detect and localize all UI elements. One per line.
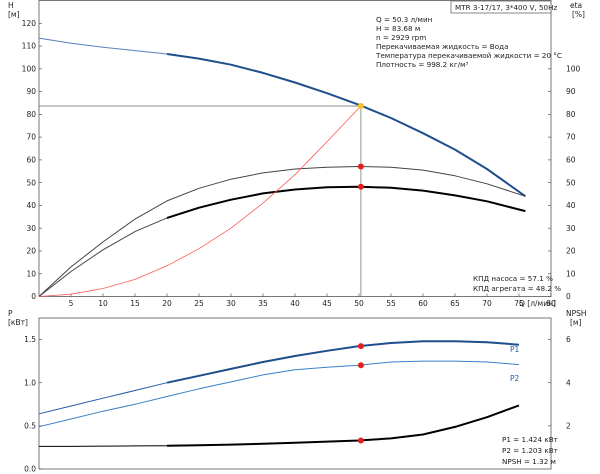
y-tick-label: 0	[31, 292, 36, 301]
x-tick-label: 50	[354, 299, 364, 308]
chart-title: MTR 3-17/17, 3*400 V, 50Hz	[455, 3, 558, 12]
top-plot: 0 10 20 30 40 50 60 70 80 90 100 110 120 0 10 20 30 40 50 6…	[22, 19, 581, 308]
y-axis-unit-P: [кВт]	[8, 318, 28, 327]
y2-tick-label: 6	[566, 335, 571, 344]
x-tick-label: 40	[290, 299, 300, 308]
x-tick-label: 5	[69, 299, 74, 308]
info-line: P2 = 1.203 кВт	[502, 446, 558, 455]
info-block-power: P1 = 1.424 кВт P2 = 1.203 кВт NPSH = 1.3…	[502, 435, 558, 466]
y-tick-label: 100	[22, 64, 37, 73]
y2-tick-label: 30	[566, 224, 576, 233]
series-NPSH	[166, 404, 520, 447]
x-tick-label: 20	[162, 299, 172, 308]
x-tick-label: 80	[546, 299, 556, 308]
series-NPSH_thin	[39, 445, 168, 447]
info-line: n = 2929 rpm	[376, 33, 426, 42]
y-tick-label: 1.5	[24, 335, 36, 344]
legend-label-P2: P2	[510, 374, 520, 383]
info-line: NPSH = 1.32 м	[502, 457, 556, 466]
data-point	[357, 183, 364, 190]
info-line: Перекачиваемая жидкость = Вода	[376, 42, 509, 51]
data-point	[357, 343, 364, 350]
y2-tick-label: 4	[566, 378, 571, 387]
y2-tick-label: 2	[566, 421, 571, 430]
data-point	[357, 362, 364, 369]
y-tick-label: 1.0	[24, 378, 36, 387]
series-eta_unit	[166, 185, 526, 219]
y2-axis-name-eta: eta	[570, 1, 582, 10]
y2-tick-label: 0	[566, 292, 571, 301]
info-line: H = 83.68 м	[376, 24, 420, 33]
y2-tick-label: 90	[566, 87, 576, 96]
info-line: Плотность = 998.2 кг/м³	[376, 60, 468, 69]
y-tick-label: 110	[22, 42, 37, 51]
x-tick-label: 30	[226, 299, 236, 308]
x-tick-label: 25	[194, 299, 204, 308]
title-box	[450, 0, 552, 14]
y2-tick-label: 20	[566, 247, 576, 256]
bottom-plot-frame	[38, 317, 552, 470]
y2-tick-label: 50	[566, 178, 576, 187]
y-tick-label: 60	[26, 155, 36, 164]
y2-tick-label: 70	[566, 133, 576, 142]
series-eta_unit_thin	[38, 217, 168, 297]
series-H	[166, 53, 526, 198]
info-line: Температура перекачиваемой жидкости = 20…	[375, 51, 562, 60]
y2-tick-label: 60	[566, 155, 576, 164]
x-tick-label: 45	[322, 299, 332, 308]
info-block-efficiency: КПД насоса = 57.1 % КПД агрегата = 48.2 …	[473, 274, 561, 293]
y2-axis-unit-eta: [%]	[572, 10, 585, 19]
x-tick-label: 15	[130, 299, 140, 308]
series-H_thin	[38, 37, 168, 55]
y-axis-name-P: P	[8, 309, 13, 318]
series-P2	[38, 360, 520, 428]
series-system	[38, 105, 362, 297]
data-point	[357, 163, 364, 170]
x-tick-label: 10	[98, 299, 108, 308]
y-tick-label: 10	[26, 269, 36, 278]
x-tick-label: 60	[418, 299, 428, 308]
y-tick-label: 50	[26, 178, 36, 187]
info-line: КПД агрегата = 48.2 %	[473, 284, 561, 293]
info-line: P1 = 1.424 кВт	[502, 435, 558, 444]
y2-tick-label: 80	[566, 110, 576, 119]
x-tick-label: 75	[514, 299, 524, 308]
legend-label-P1: P1	[510, 345, 520, 354]
y2-tick-label: 100	[566, 64, 581, 73]
x-tick-label: 70	[482, 299, 492, 308]
data-point	[357, 437, 364, 444]
x-tick-label: 65	[450, 299, 460, 308]
y2-tick-label: 40	[566, 201, 576, 210]
info-line: КПД насоса = 57.1 %	[473, 274, 553, 283]
series-P1_thin	[38, 382, 168, 415]
y-tick-label: 90	[26, 87, 36, 96]
y-tick-label: 70	[26, 133, 36, 142]
x-axis-name: Q [л/мин]	[519, 299, 556, 308]
y-axis-name-H: H	[8, 1, 14, 10]
y-tick-label: 30	[26, 224, 36, 233]
x-tick-label: 35	[258, 299, 268, 308]
y-tick-label: 0.0	[24, 465, 36, 474]
y-axis-unit-H: [м]	[8, 10, 20, 19]
info-block-top: Q = 50.3 л/мин H = 83.68 м n = 2929 rpm …	[375, 15, 562, 69]
y2-tick-label: 10	[566, 269, 576, 278]
y-tick-label: 20	[26, 247, 36, 256]
info-line: Q = 50.3 л/мин	[376, 15, 433, 24]
y-tick-label: 40	[26, 201, 36, 210]
y-tick-label: 80	[26, 110, 36, 119]
y2-axis-unit-NPSH: [м]	[570, 318, 582, 327]
series-P1	[166, 340, 520, 384]
data-point	[357, 102, 364, 109]
bottom-plot: 0.0 0.5 1.0 1.5 2 4 6	[24, 335, 571, 473]
x-tick-label: 55	[386, 299, 396, 308]
y2-axis-name-NPSH: NPSH	[566, 309, 587, 318]
y-tick-label: 0.5	[24, 421, 36, 430]
series-eta_pump	[38, 166, 526, 297]
y-tick-label: 120	[22, 19, 37, 28]
